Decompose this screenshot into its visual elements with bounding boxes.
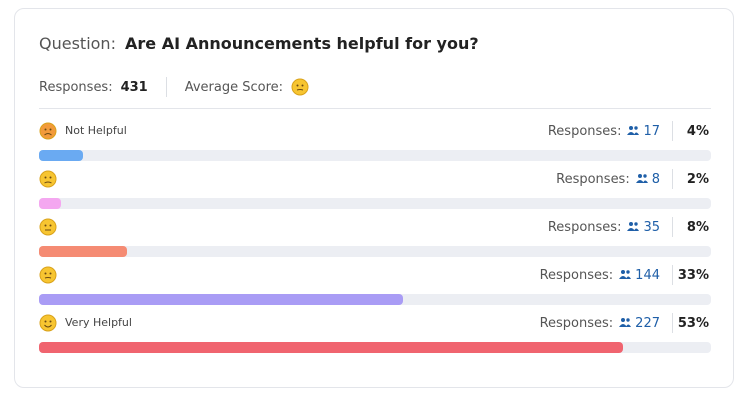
- percent: 53%: [677, 315, 709, 331]
- responses-count: 8: [651, 171, 660, 187]
- question: Are AI Announcements helpful for you?: [125, 34, 479, 53]
- divider: [39, 108, 711, 109]
- responses-label: Responses:: [556, 171, 630, 187]
- people-icon: [627, 124, 640, 139]
- emoji: [39, 266, 57, 288]
- people-icon: [627, 220, 640, 235]
- separator: [672, 121, 673, 141]
- responses-count: 35: [643, 219, 660, 235]
- row-stats: Responses: 35 8%: [548, 217, 709, 237]
- people-icon: [635, 172, 648, 187]
- people-icon: [619, 316, 632, 331]
- emoji: [39, 218, 57, 240]
- bar: [39, 246, 128, 257]
- emoji: [39, 122, 57, 144]
- responses-label: Responses:: [539, 267, 614, 283]
- row-stats: Responses: 8 2%: [556, 169, 709, 189]
- emoji: [39, 314, 57, 336]
- bar: [39, 342, 623, 353]
- summary: Responses: 431 Average Score:: [39, 77, 309, 97]
- bar-track: [39, 342, 711, 353]
- row-stats: Responses: 227 53%: [540, 313, 709, 333]
- bar: [39, 294, 403, 305]
- percent: 8%: [686, 219, 709, 235]
- percent: 33%: [677, 267, 709, 283]
- separator: [672, 217, 673, 237]
- responses-count: 227: [635, 315, 660, 331]
- row-stats: Responses: 144 33%: [540, 265, 709, 285]
- emoji: [39, 170, 57, 192]
- percent: 4%: [686, 123, 709, 139]
- bar-track: [39, 198, 711, 209]
- result-card: Question: Are AI Announcements helpful f…: [14, 8, 734, 388]
- bar-track: [39, 246, 711, 257]
- responses-label: Responses:: [547, 123, 622, 139]
- bar: [39, 150, 84, 161]
- bar: [39, 198, 62, 209]
- bar-track: [39, 150, 711, 161]
- people-icon: [619, 268, 632, 283]
- average-emoji: [291, 78, 309, 96]
- separator: [672, 169, 673, 189]
- responses-label: Responses:: [547, 219, 622, 235]
- responses-label: Responses:: [539, 315, 614, 331]
- responses-count: 17: [643, 123, 660, 139]
- question-label: Question:: [39, 34, 116, 53]
- row-label: Very Helpful: [65, 316, 132, 329]
- responses-total: 431: [120, 79, 148, 95]
- row-label: Not Helpful: [65, 124, 127, 137]
- percent: 2%: [686, 171, 709, 187]
- responses-label: Responses:: [39, 79, 113, 95]
- row-stats: Responses: 17 4%: [548, 121, 709, 141]
- average-label: Average Score:: [184, 79, 284, 95]
- separator: [672, 265, 673, 285]
- separator: [672, 313, 673, 333]
- bar-track: [39, 294, 711, 305]
- responses-count: 144: [635, 267, 660, 283]
- separator: [165, 77, 167, 97]
